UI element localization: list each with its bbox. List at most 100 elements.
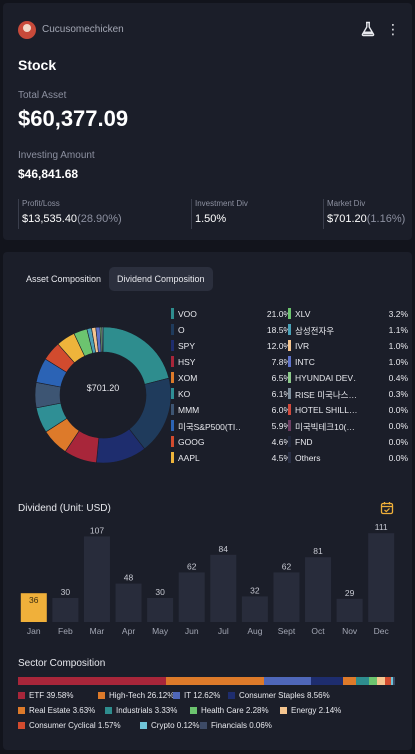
legend-name: XLV	[295, 309, 311, 319]
bar-jan[interactable]	[20, 593, 47, 622]
bar-tick-label: Jan	[27, 626, 41, 636]
bar-value-label: 36	[29, 595, 39, 605]
sector-segment-7[interactable]	[377, 677, 386, 685]
sector-segment-9[interactable]	[391, 677, 394, 685]
sector-segment-0[interactable]	[18, 677, 166, 685]
legend-name: Others	[295, 453, 321, 463]
legend-percent: 7.8%	[271, 357, 291, 367]
legend-name: 미국S&P500(TI…	[178, 422, 240, 432]
sector-segment-6[interactable]	[368, 677, 378, 685]
legend-item: XLV 3.2%	[288, 306, 408, 322]
market-div-stat: Market Div $701.20(1.16%)	[323, 199, 405, 229]
more-menu-icon[interactable]: ⋮	[386, 21, 400, 37]
legend-percent: 1.0%	[388, 341, 408, 351]
legend-item: IVR 1.0%	[288, 338, 408, 354]
sector-legend-item: IT 12.62%	[173, 691, 220, 700]
legend-name: GOOG	[178, 437, 205, 447]
sector-swatch	[280, 707, 287, 714]
bar-oct[interactable]	[305, 557, 332, 622]
legend-percent: 0.0%	[388, 421, 408, 431]
legend-swatch	[171, 308, 174, 319]
bar-feb[interactable]	[52, 598, 79, 622]
legend-swatch	[171, 356, 174, 367]
legend-swatch	[171, 404, 174, 415]
legend-swatch	[288, 340, 291, 351]
flask-icon[interactable]	[360, 21, 376, 37]
bar-value-label: 62	[187, 561, 197, 571]
sector-segment-3[interactable]	[310, 677, 343, 685]
sector-swatch	[18, 722, 25, 729]
investment-div-stat: Investment Div 1.50%	[191, 199, 321, 229]
bar-nov[interactable]	[336, 598, 363, 622]
sector-segment-8[interactable]	[385, 677, 392, 685]
legend-swatch	[288, 404, 291, 415]
bar-mar[interactable]	[83, 536, 110, 622]
bar-aug[interactable]	[241, 596, 268, 622]
legend-name: IVR	[295, 341, 310, 351]
legend-percent: 1.1%	[388, 325, 408, 335]
donut-legend-right: XLV 3.2% 삼성전자우 1.1% IVR 1.0% INTC 1.0% HYUNDAI D…	[288, 306, 408, 466]
sector-segment-10[interactable]	[393, 677, 396, 685]
legend-swatch	[288, 356, 291, 367]
sector-legend-label: Consumer Cyclical 1.57%	[29, 721, 121, 730]
legend-swatch	[171, 420, 174, 431]
calendar-icon[interactable]	[380, 501, 394, 515]
legend-swatch	[171, 388, 174, 399]
username: Cucusomechicken	[42, 24, 124, 35]
sector-segment-1[interactable]	[165, 677, 264, 685]
sector-swatch	[228, 692, 235, 699]
legend-item: FND 0.0%	[288, 434, 408, 450]
legend-swatch	[171, 372, 174, 383]
sector-legend-item: Health Care 2.28%	[190, 706, 269, 715]
investing-amount-value: $46,841.68	[18, 167, 79, 181]
legend-percent: 5.9%	[271, 421, 291, 431]
market-div-value: $701.20	[327, 213, 367, 225]
legend-item: RISE 미국나스… 0.3%	[288, 386, 408, 402]
bar-may[interactable]	[147, 598, 174, 622]
legend-percent: 0.0%	[388, 437, 408, 447]
sector-legend-item: Crypto 0.12%	[140, 721, 199, 730]
market-div-label: Market Div	[327, 199, 366, 208]
tab-dividend-composition[interactable]: Dividend Composition	[109, 267, 213, 291]
legend-swatch	[288, 308, 291, 319]
sector-segment-5[interactable]	[356, 677, 369, 685]
bar-dec[interactable]	[368, 533, 395, 622]
donut-slice-rise-15[interactable]	[101, 326, 104, 353]
legend-percent: 12.0%	[266, 341, 291, 351]
donut-slice-voo-0[interactable]	[102, 326, 170, 385]
legend-name: AAPL	[178, 453, 200, 463]
sector-swatch	[190, 707, 197, 714]
sector-segment-2[interactable]	[263, 677, 311, 685]
legend-swatch	[288, 372, 291, 383]
bar-value-label: 107	[90, 525, 104, 535]
bar-tick-label: Mar	[90, 626, 105, 636]
investment-div-label: Investment Div	[195, 199, 248, 208]
bar-sept[interactable]	[273, 572, 300, 622]
sector-legend-label: Health Care 2.28%	[201, 706, 269, 715]
stats-row: Profit/Loss $13,535.40(28.90%) Investmen…	[18, 199, 405, 229]
bar-jun[interactable]	[178, 572, 205, 622]
sector-legend-item: Financials 0.06%	[200, 721, 272, 730]
legend-name: SPY	[178, 341, 196, 351]
legend-item: INTC 1.0%	[288, 354, 408, 370]
tab-asset-composition[interactable]: Asset Composition	[26, 274, 102, 284]
sector-legend-item: High-Tech 26.12%	[98, 691, 174, 700]
bar-jul[interactable]	[210, 554, 237, 622]
bar-value-label: 81	[313, 546, 323, 556]
sector-legend-item: ETF 39.58%	[18, 691, 73, 700]
legend-name: VOO	[178, 309, 197, 319]
bar-apr[interactable]	[115, 583, 142, 622]
legend-name: 미국빅테크10(…	[295, 422, 355, 432]
legend-name: HSY	[178, 357, 196, 367]
bar-tick-label: Sept	[278, 626, 296, 636]
sector-swatch	[173, 692, 180, 699]
legend-item: HSY 7.8%	[171, 354, 291, 370]
sector-segment-4[interactable]	[342, 677, 357, 685]
legend-item: O 18.5%	[171, 322, 291, 338]
composition-card: Asset Composition Dividend Composition $…	[3, 252, 412, 750]
legend-name: XOM	[178, 373, 198, 383]
legend-swatch	[288, 452, 291, 463]
legend-name: HOTEL SHILL…	[295, 405, 357, 415]
sector-swatch	[200, 722, 207, 729]
avatar[interactable]	[18, 21, 36, 39]
